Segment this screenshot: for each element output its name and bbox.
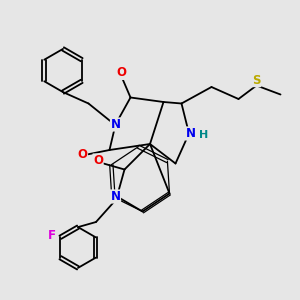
Text: F: F bbox=[48, 229, 56, 242]
Text: O: O bbox=[77, 148, 88, 161]
Text: S: S bbox=[252, 74, 261, 87]
Text: N: N bbox=[110, 190, 121, 203]
Text: N: N bbox=[110, 118, 121, 131]
Text: H: H bbox=[200, 130, 208, 140]
Text: N: N bbox=[185, 127, 196, 140]
Text: O: O bbox=[93, 154, 103, 167]
Text: O: O bbox=[116, 66, 127, 80]
